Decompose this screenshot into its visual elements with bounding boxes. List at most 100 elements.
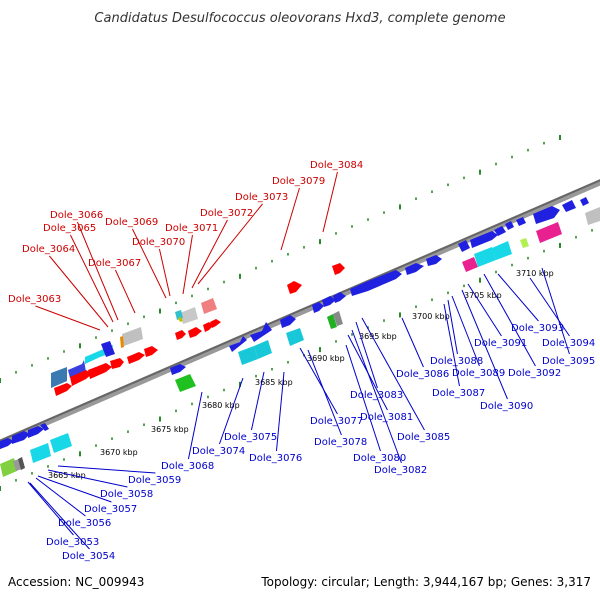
gene-feature [286,328,304,346]
leader-line [461,289,508,400]
forward-gene-label: Dole_3079 [272,176,325,187]
gene-feature [120,336,124,348]
reverse-gene-label: Dole_3087 [432,388,485,399]
gene-feature [170,364,186,375]
gene-feature [28,426,44,438]
leader-line [35,477,86,517]
gene-feature [327,314,337,329]
leader-line [467,283,502,337]
reverse-gene-label: Dole_3053 [46,537,99,548]
reverse-gene-label: Dole_3088 [430,356,483,367]
leader-line [76,221,119,321]
scale-label: 3670 kbp [100,448,138,457]
gene-feature [70,370,92,386]
gene-feature [536,222,562,243]
reverse-gene-label: Dole_3059 [128,475,181,486]
scale-label: 3665 kbp [48,471,86,480]
gene-feature [250,322,272,342]
leader-line [29,482,90,550]
gene-feature [0,458,17,477]
gene-feature [54,383,72,396]
tick-marks [0,134,593,491]
scale-label: 3680 kbp [202,401,240,410]
gene-feature [312,302,324,313]
leader-line [307,349,342,436]
forward-gene-label: Dole_3063 [8,294,61,305]
gene-feature [110,358,124,369]
forward-gene-label: Dole_3065 [43,223,96,234]
reverse-gene-label: Dole_3091 [474,338,527,349]
forward-features [51,263,345,396]
scale-label: 3675 kbp [151,425,189,434]
gene-feature [238,346,258,365]
gene-feature [188,327,202,338]
gene-feature [201,298,217,314]
leader-line [451,295,480,367]
gene-feature [203,322,213,332]
leader-line [158,248,171,297]
gene-feature [333,292,346,303]
scale-label: 3710 kbp [516,269,554,278]
genome-backbone [0,179,600,446]
gene-feature [332,263,345,275]
forward-gene-label: Dole_3073 [235,192,288,203]
gene-feature [585,207,600,225]
gene-feature [18,457,25,470]
forward-gene-label: Dole_3084 [310,160,363,171]
map-title: Candidatus Desulfococcus oleovorans Hxd3… [94,11,505,26]
forward-gene-label: Dole_3064 [22,244,75,255]
leader-line [132,228,167,299]
gene-feature [492,241,512,260]
leader-line [250,371,265,431]
genome-summary: Topology: circular; Length: 3,944,167 bp… [260,575,591,589]
gene-feature [562,200,576,212]
leader-line [361,317,425,431]
gene-feature [229,336,247,352]
scale-label: 3690 kbp [307,354,345,363]
forward-blue-features [0,197,600,450]
reverse-gene-label: Dole_3090 [480,401,533,412]
leader-line [541,267,570,355]
leader-line [57,465,156,474]
scale-label: 3705 kbp [464,291,502,300]
gene-feature [516,217,526,226]
gene-feature [426,255,442,266]
gene-feature [127,352,145,364]
leader-line [401,317,424,368]
reverse-gene-labels: Dole_3053 Dole_3054 Dole_3056 Dole_3057 Dole… [27,267,595,562]
gene-feature [462,257,478,272]
forward-gene-label: Dole_3066 [50,210,103,221]
scale-labels: 3665 kbp 3670 kbp 3675 kbp 3680 kbp 3685 kbp… [48,269,554,480]
leader-line [443,303,460,387]
gene-feature [254,340,272,359]
reverse-gene-label: Dole_3095 [542,356,595,367]
leader-line [182,234,193,295]
gene-feature [405,263,424,275]
reverse-gene-label: Dole_3094 [542,338,595,349]
scale-label: 3695 kbp [359,332,397,341]
reverse-gene-label: Dole_3092 [508,368,561,379]
gene-feature [494,226,506,236]
gene-feature [470,231,498,248]
gene-feature [50,433,72,453]
gene-feature [287,281,302,294]
gene-feature [175,374,196,392]
genome-backbone-edge [0,179,600,442]
reverse-gene-label: Dole_3076 [249,453,302,464]
gene-feature [51,367,67,388]
gene-feature [210,319,221,328]
gene-feature [178,317,183,322]
leader-line [70,234,114,323]
reverse-gene-label: Dole_3082 [374,465,427,476]
reverse-gene-label: Dole_3086 [396,369,449,380]
scale-label: 3685 kbp [255,378,293,387]
gene-feature [0,438,14,450]
reverse-gene-label: Dole_3078 [314,437,367,448]
gene-feature [12,431,30,444]
leader-line [322,171,338,233]
leader-line [49,255,109,328]
forward-gene-label: Dole_3067 [88,258,141,269]
gene-feature [520,238,529,248]
gene-feature [40,423,49,431]
gene-feature [458,240,470,252]
